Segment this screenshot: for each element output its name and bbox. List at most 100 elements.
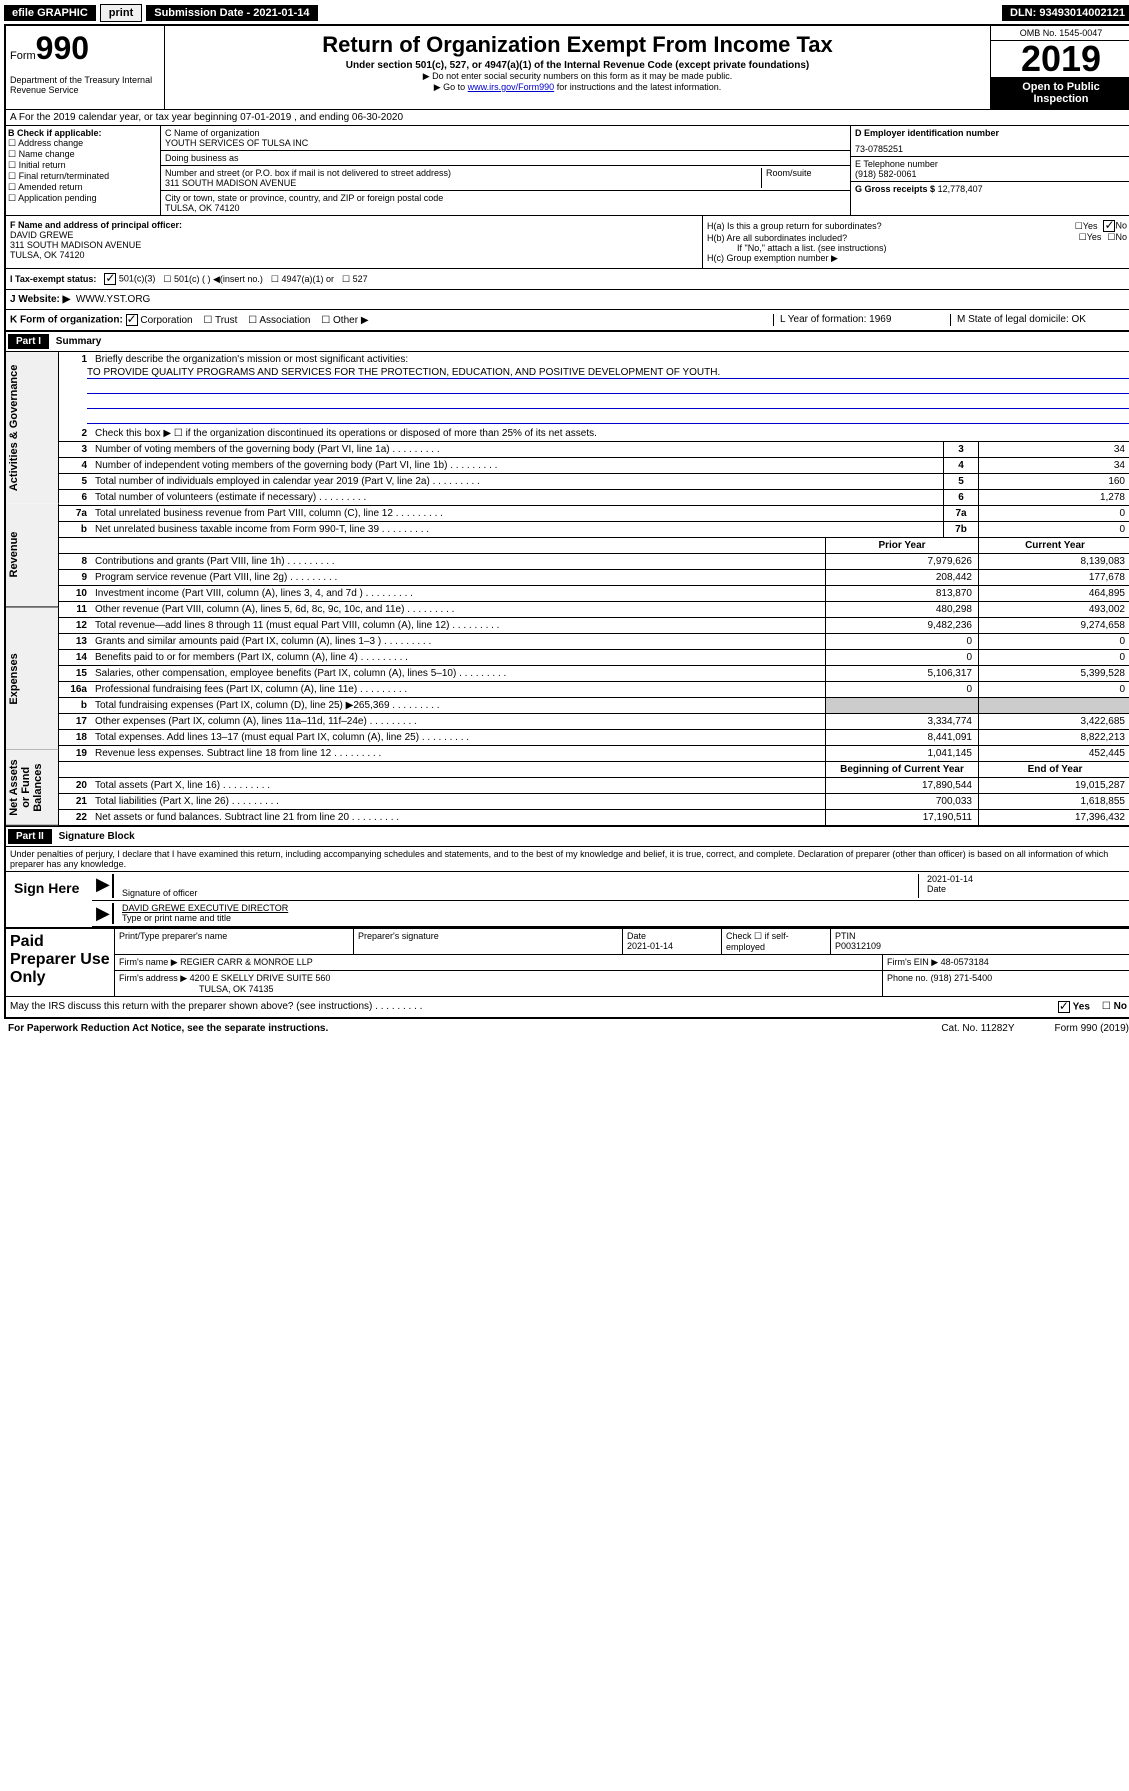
table-row: 11Other revenue (Part VIII, column (A), … [59,602,1129,618]
print-button[interactable]: print [100,4,142,22]
firm-addr2: TULSA, OK 74135 [119,984,878,994]
form-note2: ▶ Go to www.irs.gov/Form990 for instruct… [169,82,986,93]
mission-line [87,411,1129,424]
check-application-pending[interactable]: ☐ Application pending [8,193,158,204]
cat-number: Cat. No. 11282Y [941,1023,1014,1034]
row-mission: 1 Briefly describe the organization's mi… [59,352,1129,426]
box-g-receipts: G Gross receipts $ 12,778,407 [851,182,1129,196]
check-name-change[interactable]: ☐ Name change [8,149,158,160]
check-address-change[interactable]: ☐ Address change [8,138,158,149]
check-501c[interactable]: ☐ 501(c) ( ) ◀(insert no.) [163,274,263,285]
table-row: 20Total assets (Part X, line 16)17,890,5… [59,778,1129,794]
check-corporation[interactable]: Corporation [126,315,193,326]
check-trust[interactable]: ☐ Trust [203,315,237,326]
current-year-header: Current Year [978,538,1129,553]
sign-here-block: Sign Here ▶ Signature of officer 2021-01… [6,871,1129,927]
box-h-group: H(a) Is this a group return for subordin… [703,216,1129,268]
sign-here-label: Sign Here [6,872,92,927]
hb-no[interactable]: ☐No [1107,232,1127,243]
org-address: 311 SOUTH MADISON AVENUE [165,178,761,188]
table-row: 6Total number of volunteers (estimate if… [59,490,1129,506]
row-i-tax-status: I Tax-exempt status: 501(c)(3) ☐ 501(c) … [6,269,1129,290]
section-bcd: B Check if applicable: ☐ Address change … [6,126,1129,216]
vtab-governance: Activities & Governance [6,352,59,503]
preparer-row3: Firm's address ▶ 4200 E SKELLY DRIVE SUI… [115,971,1129,996]
form-container: Form990 Department of the Treasury Inter… [4,24,1129,1019]
dba-field: Doing business as [161,151,850,166]
preparer-row1: Print/Type preparer's name Preparer's si… [115,929,1129,955]
firm-name: REGIER CARR & MONROE LLP [180,957,313,967]
form-number-box: Form990 Department of the Treasury Inter… [6,26,165,109]
table-row: 10Investment income (Part VIII, column (… [59,586,1129,602]
ha-yes[interactable]: ☐Yes [1075,221,1098,232]
self-employed-check[interactable]: Check ☐ if self-employed [722,929,831,954]
form-number: 990 [36,30,89,66]
arrow-icon: ▶ [96,903,114,924]
hb-yes[interactable]: ☐Yes [1079,232,1102,243]
table-row: 13Grants and similar amounts paid (Part … [59,634,1129,650]
dept-label: Department of the Treasury Internal Reve… [10,75,160,95]
name-title-line: ▶ DAVID GREWE EXECUTIVE DIRECTOR Type or… [92,901,1129,927]
table-row: 15Salaries, other compensation, employee… [59,666,1129,682]
tax-year: 2019 [991,41,1129,77]
part2-header: Part II Signature Block [6,826,1129,846]
check-amended-return[interactable]: ☐ Amended return [8,182,158,193]
table-row: 22Net assets or fund balances. Subtract … [59,810,1129,826]
box-c-org-info: C Name of organization YOUTH SERVICES OF… [161,126,850,215]
box-m-state: M State of legal domicile: OK [950,314,1127,326]
check-association[interactable]: ☐ Association [248,315,310,326]
mission-line [87,381,1129,394]
form-prefix: Form [10,50,36,62]
check-527[interactable]: ☐ 527 [342,274,368,285]
ein-value: 73-0785251 [855,144,1127,154]
irs-link[interactable]: www.irs.gov/Form990 [468,82,555,92]
website-value: WWW.YST.ORG [76,294,150,305]
table-row: 5Total number of individuals employed in… [59,474,1129,490]
submission-date: Submission Date - 2021-01-14 [146,5,317,21]
form-header: Form990 Department of the Treasury Inter… [6,26,1129,110]
address-field: Number and street (or P.O. box if mail i… [161,166,850,191]
check-4947[interactable]: ☐ 4947(a)(1) or [271,274,334,285]
mission-line [87,396,1129,409]
check-501c3[interactable]: 501(c)(3) [104,273,155,285]
city-field: City or town, state or province, country… [161,191,850,215]
bottom-footer: For Paperwork Reduction Act Notice, see … [4,1019,1129,1038]
vtab-expenses: Expenses [6,608,59,751]
table-row: bNet unrelated business taxable income f… [59,522,1129,538]
paid-preparer-label: Paid Preparer Use Only [6,929,115,996]
table-row: 18Total expenses. Add lines 13–17 (must … [59,730,1129,746]
org-city: TULSA, OK 74120 [165,203,846,213]
rev-header-row: Prior Year Current Year [59,538,1129,554]
table-row: 14Benefits paid to or for members (Part … [59,650,1129,666]
box-e-phone: E Telephone number (918) 582-0061 [851,157,1129,182]
firm-ein: 48-0573184 [941,957,989,967]
table-row: bTotal fundraising expenses (Part IX, co… [59,698,1129,714]
preparer-row2: Firm's name ▶ REGIER CARR & MONROE LLP F… [115,955,1129,971]
ha-no[interactable]: No [1103,220,1127,232]
year-box: OMB No. 1545-0047 2019 Open to Public In… [990,26,1129,109]
org-name-field: C Name of organization YOUTH SERVICES OF… [161,126,850,151]
na-header-row: Beginning of Current Year End of Year [59,762,1129,778]
box-b-checkboxes: B Check if applicable: ☐ Address change … [6,126,161,215]
vtab-revenue: Revenue [6,503,59,607]
discuss-no[interactable]: ☐ No [1102,1001,1127,1013]
check-other[interactable]: ☐ Other ▶ [321,315,368,326]
check-final-return[interactable]: ☐ Final return/terminated [8,171,158,182]
table-row: 21Total liabilities (Part X, line 26)700… [59,794,1129,810]
check-initial-return[interactable]: ☐ Initial return [8,160,158,171]
row-j-website: J Website: ▶ WWW.YST.ORG [6,290,1129,310]
table-row: 4Number of independent voting members of… [59,458,1129,474]
perjury-text: Under penalties of perjury, I declare th… [6,846,1129,871]
box-f-officer: F Name and address of principal officer:… [6,216,703,268]
form-note1: ▶ Do not enter social security numbers o… [169,71,986,82]
table-row: 16aProfessional fundraising fees (Part I… [59,682,1129,698]
box-b-title: B Check if applicable: [8,128,158,138]
discuss-yes[interactable]: Yes [1058,1001,1090,1013]
sign-date: 2021-01-14 [927,874,1127,884]
row-a-tax-year: A For the 2019 calendar year, or tax yea… [6,110,1129,126]
mission-text: TO PROVIDE QUALITY PROGRAMS AND SERVICES… [87,367,1129,379]
gross-receipts: 12,778,407 [938,184,983,194]
form-title: Return of Organization Exempt From Incom… [169,32,986,58]
officer-printed-name: DAVID GREWE EXECUTIVE DIRECTOR [122,903,1127,913]
vtab-netassets: Net Assets or Fund Balances [6,750,59,826]
